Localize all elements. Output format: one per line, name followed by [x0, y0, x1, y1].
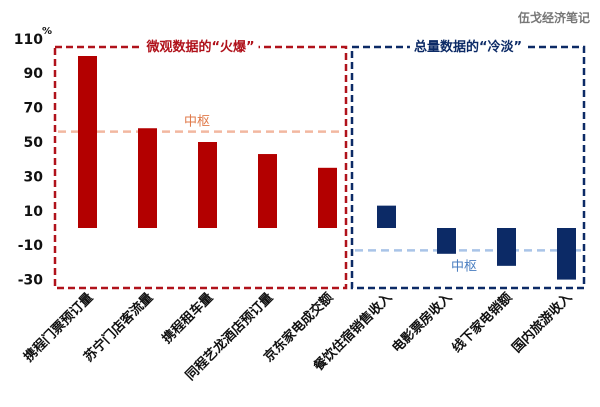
category-label: 携程租车量	[159, 290, 216, 347]
y-tick-label: 90	[24, 66, 44, 82]
bar	[437, 228, 456, 254]
bar	[377, 205, 396, 228]
watermark-text: 伍戈经济笔记	[517, 10, 590, 25]
bar	[258, 154, 277, 228]
y-tick-label: 110	[14, 32, 43, 48]
bar	[138, 128, 157, 228]
category-label: 电影票房收入	[389, 290, 455, 356]
group-title: 总量数据的“冷淡”	[414, 39, 522, 55]
bar	[78, 56, 97, 228]
category-label: 国内旅游收入	[509, 290, 575, 356]
pivot-label: 中枢	[451, 259, 477, 274]
bar	[318, 167, 337, 228]
bar	[497, 228, 516, 266]
bar	[198, 142, 217, 228]
group-title: 微观数据的“火爆”	[145, 39, 254, 55]
bar	[557, 228, 576, 280]
group-border	[350, 45, 586, 290]
y-tick-label: -30	[18, 273, 44, 289]
y-tick-label: 70	[24, 101, 44, 117]
y-tick-label: 50	[24, 135, 44, 151]
y-tick-label: 10	[24, 204, 44, 220]
category-label: 线下家电销额	[449, 290, 515, 356]
y-tick-label: 30	[24, 169, 44, 185]
y-unit-label: %	[42, 26, 52, 37]
y-axis: 110 90 70 50 30 10 -10 -30	[14, 32, 43, 289]
pivot-label: 中枢	[184, 115, 210, 130]
group-title-background	[141, 38, 259, 56]
y-tick-label: -10	[18, 238, 44, 254]
group-title-background	[409, 38, 527, 56]
